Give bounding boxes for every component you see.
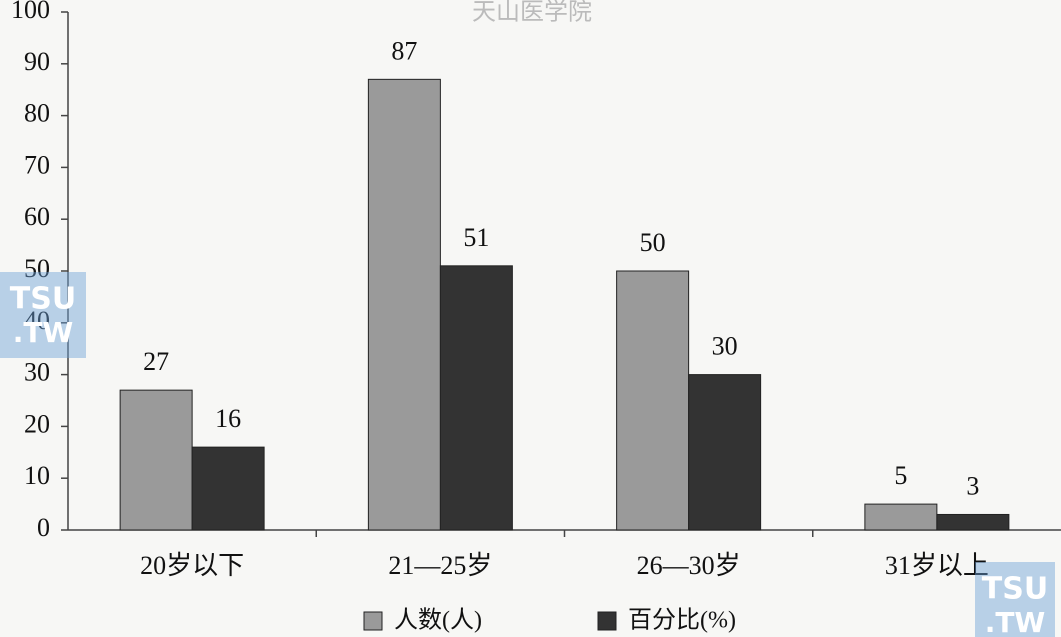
y-tick-label: 100 bbox=[11, 0, 50, 24]
bar bbox=[864, 503, 938, 531]
y-tick-label: 10 bbox=[24, 461, 50, 490]
y-tick-label: 20 bbox=[24, 409, 50, 438]
x-tick-label: 21—25岁 bbox=[388, 551, 492, 580]
value-label: 30 bbox=[712, 332, 738, 361]
watermark: 天山医学院 bbox=[472, 0, 592, 26]
y-tick-label: 50 bbox=[24, 254, 50, 283]
logo-text: .TW bbox=[13, 316, 74, 349]
legend-swatch bbox=[597, 611, 617, 631]
logo-text: .TW bbox=[985, 606, 1046, 637]
logo-text: TSU bbox=[982, 572, 1048, 607]
y-tick-label: 30 bbox=[24, 358, 50, 387]
value-label: 3 bbox=[966, 471, 979, 500]
bar bbox=[688, 374, 762, 531]
value-label: 16 bbox=[215, 404, 241, 433]
bar bbox=[367, 78, 441, 531]
value-label: 5 bbox=[894, 461, 907, 490]
bar bbox=[616, 270, 690, 531]
y-tick-label: 90 bbox=[24, 47, 50, 76]
value-label: 50 bbox=[640, 228, 666, 257]
y-tick-label: 70 bbox=[24, 150, 50, 179]
value-label: 27 bbox=[143, 347, 169, 376]
value-label: 51 bbox=[463, 223, 489, 252]
x-tick-label: 26—30岁 bbox=[637, 551, 741, 580]
legend-label: 百分比(%) bbox=[628, 607, 736, 634]
legend-swatch bbox=[363, 611, 383, 631]
y-tick-label: 0 bbox=[37, 513, 50, 542]
x-tick-label: 20岁以下 bbox=[140, 551, 244, 580]
logo-text: TSU bbox=[10, 282, 76, 317]
bar bbox=[936, 513, 1010, 531]
logo-box bbox=[0, 272, 86, 358]
y-tick-label: 40 bbox=[24, 306, 50, 335]
y-tick-label: 60 bbox=[24, 202, 50, 231]
x-tick-label: 31岁以上 bbox=[885, 551, 989, 580]
y-tick-label: 80 bbox=[24, 99, 50, 128]
bar bbox=[119, 389, 193, 531]
bar bbox=[439, 265, 513, 531]
logo-box bbox=[975, 562, 1055, 637]
value-label: 87 bbox=[391, 36, 417, 65]
legend-label: 人数(人) bbox=[394, 607, 482, 634]
bar bbox=[191, 446, 265, 531]
